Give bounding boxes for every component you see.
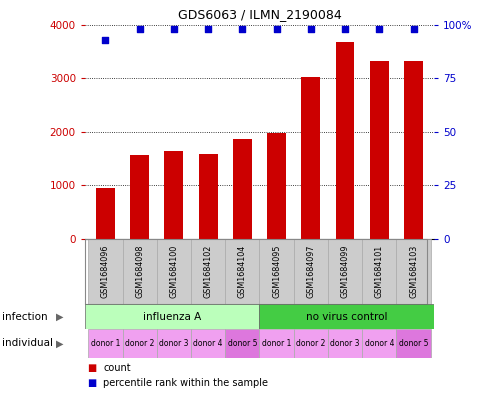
Text: influenza A: influenza A — [143, 312, 201, 321]
Point — [204, 26, 212, 32]
Point — [170, 26, 178, 32]
Text: donor 1: donor 1 — [91, 339, 120, 348]
Bar — [362, 329, 395, 358]
Text: GSM1684097: GSM1684097 — [306, 244, 315, 298]
Text: donor 3: donor 3 — [330, 339, 359, 348]
Text: ▶: ▶ — [56, 312, 63, 321]
Text: GSM1684103: GSM1684103 — [408, 245, 417, 298]
Point — [136, 26, 143, 32]
Text: GSM1684098: GSM1684098 — [135, 245, 144, 298]
Bar — [259, 239, 293, 304]
Bar — [259, 329, 293, 358]
Bar — [156, 329, 191, 358]
Point — [375, 26, 382, 32]
Text: ■: ■ — [87, 378, 96, 387]
Bar — [164, 151, 183, 239]
Text: donor 2: donor 2 — [125, 339, 154, 348]
Point — [306, 26, 314, 32]
Bar — [85, 304, 259, 329]
Bar — [335, 42, 354, 239]
Bar — [293, 239, 327, 304]
Bar — [369, 61, 388, 239]
Text: GSM1684104: GSM1684104 — [237, 245, 246, 298]
Bar — [225, 239, 259, 304]
Bar — [267, 133, 286, 239]
Text: infection: infection — [2, 312, 48, 321]
Bar — [403, 61, 422, 239]
Bar — [362, 239, 395, 304]
Bar — [122, 239, 156, 304]
Point — [101, 37, 109, 43]
Bar — [191, 239, 225, 304]
Point — [272, 26, 280, 32]
Text: no virus control: no virus control — [305, 312, 387, 321]
Bar — [395, 329, 430, 358]
Text: donor 3: donor 3 — [159, 339, 188, 348]
Text: donor 5: donor 5 — [227, 339, 257, 348]
Text: GSM1684096: GSM1684096 — [101, 245, 110, 298]
Text: GSM1684102: GSM1684102 — [203, 245, 212, 298]
Text: GSM1684101: GSM1684101 — [374, 245, 383, 298]
Text: GSM1684099: GSM1684099 — [340, 244, 349, 298]
Text: ■: ■ — [87, 363, 96, 373]
Text: donor 5: donor 5 — [398, 339, 427, 348]
Text: ▶: ▶ — [56, 338, 63, 349]
Text: GSM1684100: GSM1684100 — [169, 245, 178, 298]
Bar — [96, 188, 115, 239]
Text: percentile rank within the sample: percentile rank within the sample — [103, 378, 268, 387]
Point — [238, 26, 246, 32]
Title: GDS6063 / ILMN_2190084: GDS6063 / ILMN_2190084 — [177, 8, 341, 21]
Bar — [259, 304, 433, 329]
Bar — [395, 239, 430, 304]
Text: donor 2: donor 2 — [296, 339, 325, 348]
Bar — [301, 77, 319, 239]
Bar — [130, 155, 149, 239]
Text: GSM1684095: GSM1684095 — [272, 244, 281, 298]
Bar — [191, 329, 225, 358]
Bar — [327, 239, 362, 304]
Text: donor 4: donor 4 — [364, 339, 393, 348]
Bar — [122, 329, 156, 358]
Bar — [327, 329, 362, 358]
Bar — [156, 239, 191, 304]
Bar — [88, 239, 122, 304]
Point — [340, 26, 348, 32]
Bar — [198, 154, 217, 239]
Text: individual: individual — [2, 338, 53, 349]
Text: donor 1: donor 1 — [261, 339, 291, 348]
Point — [409, 26, 417, 32]
Bar — [232, 139, 251, 239]
Bar — [293, 329, 327, 358]
Bar — [88, 329, 122, 358]
Text: donor 4: donor 4 — [193, 339, 223, 348]
Text: count: count — [103, 363, 131, 373]
Bar — [225, 329, 259, 358]
